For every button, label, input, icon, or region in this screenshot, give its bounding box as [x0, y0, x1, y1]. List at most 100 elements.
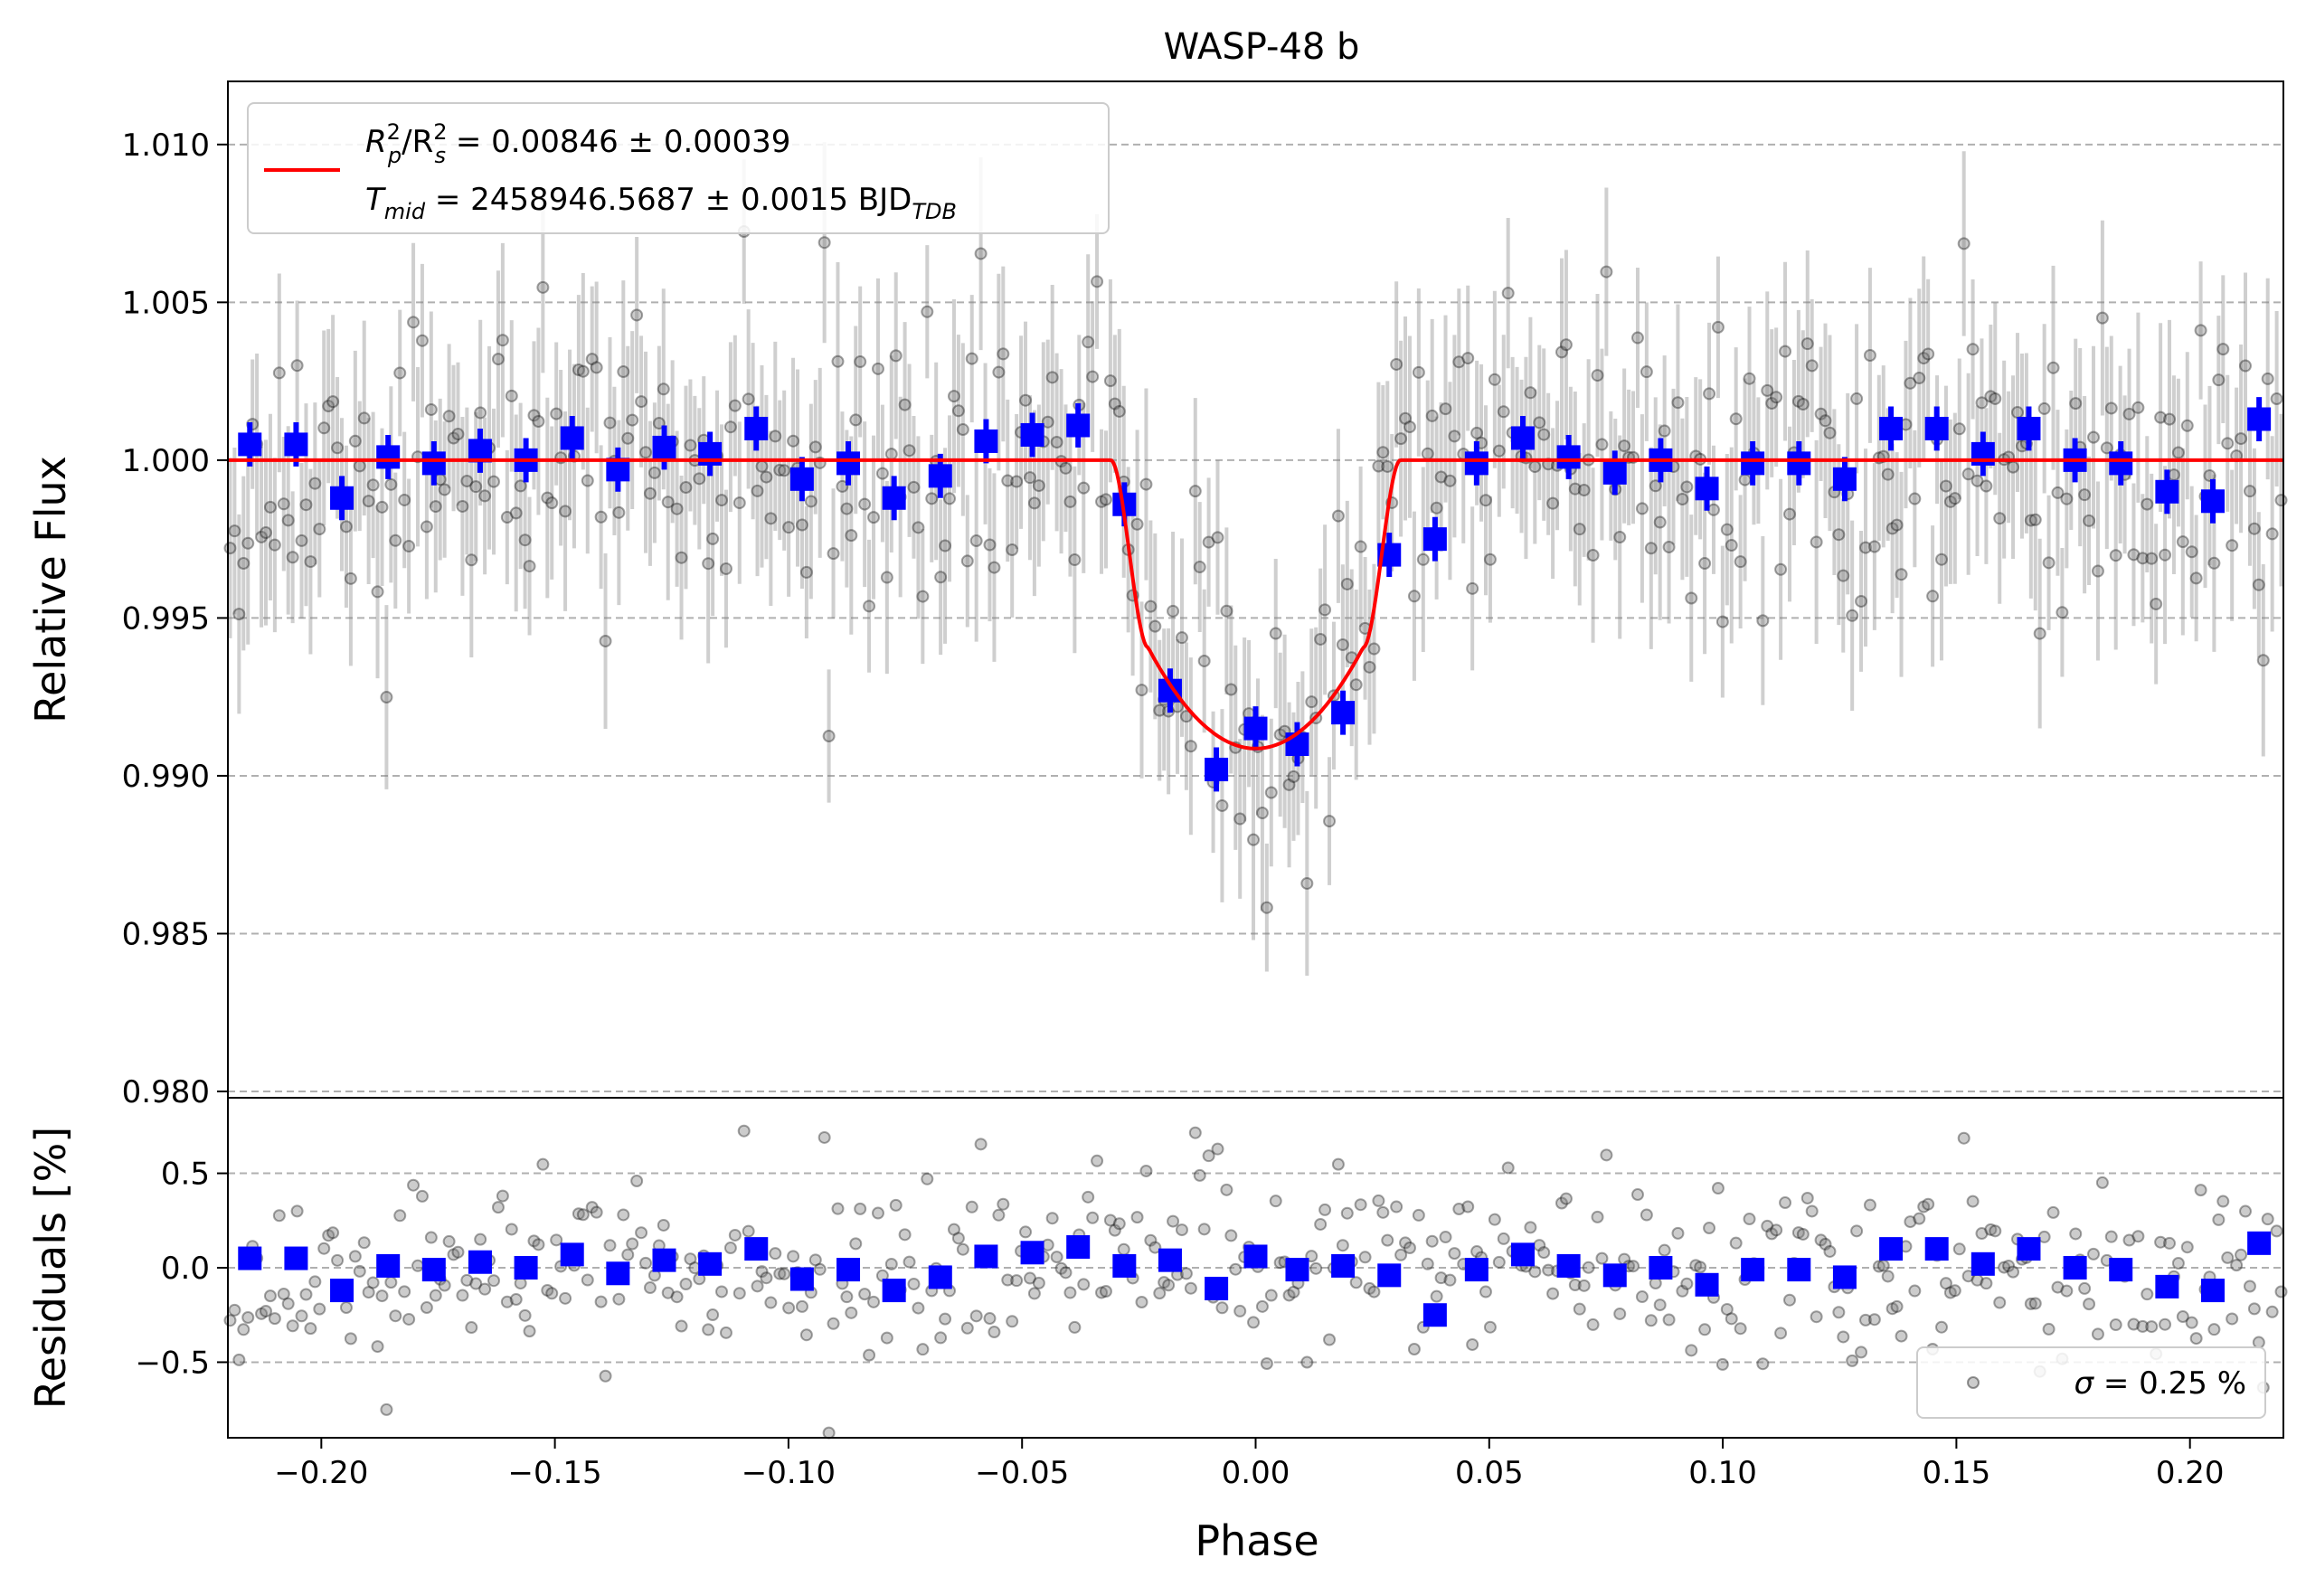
raw-point — [420, 520, 433, 534]
raw-point — [1595, 438, 1609, 451]
residual-raw-point — [1082, 1190, 1095, 1204]
raw-point — [1881, 467, 1895, 481]
x-tick-label: −0.20 — [274, 1455, 368, 1491]
residual-raw-point — [1524, 1221, 1537, 1234]
residual-raw-point — [2176, 1310, 2189, 1324]
raw-point — [1867, 540, 1881, 553]
residual-raw-point — [465, 1321, 478, 1335]
residual-raw-point — [939, 1312, 952, 1326]
x-tick-label: −0.15 — [508, 1455, 602, 1491]
residual-raw-point — [402, 1312, 416, 1326]
raw-point — [1703, 387, 1716, 401]
residual-raw-point — [1630, 1188, 1644, 1202]
raw-point — [2127, 548, 2141, 562]
residual-raw-point — [1452, 1203, 1466, 1216]
residual-raw-point — [1479, 1285, 1492, 1299]
raw-point — [1077, 481, 1091, 495]
top-y-tick-label: 0.985 — [122, 916, 210, 952]
residual-binned-point — [1158, 1248, 1182, 1272]
residual-raw-point — [626, 1237, 639, 1251]
binned-point — [376, 445, 401, 469]
raw-point — [2037, 401, 2051, 415]
raw-point — [255, 530, 269, 543]
residual-raw-point — [2042, 1322, 2056, 1336]
raw-point — [621, 431, 635, 445]
raw-point — [1600, 265, 1613, 279]
residual-binned-point — [1285, 1258, 1309, 1282]
residual-raw-point — [670, 1290, 684, 1304]
residual-raw-point — [2270, 1224, 2283, 1238]
raw-point — [867, 511, 881, 524]
raw-point — [576, 364, 590, 378]
raw-point — [875, 467, 889, 480]
raw-point — [1314, 632, 1328, 646]
raw-point — [1528, 460, 1542, 474]
residual-raw-point — [1819, 1237, 1832, 1251]
raw-point — [317, 421, 331, 435]
residual-raw-point — [808, 1253, 822, 1267]
residual-raw-point — [903, 1255, 916, 1269]
raw-point — [1729, 412, 1743, 426]
raw-point — [2238, 359, 2252, 373]
raw-point — [1103, 374, 1117, 388]
raw-point — [389, 534, 402, 547]
raw-point — [1832, 528, 1846, 542]
raw-point — [764, 512, 778, 525]
residual-raw-point — [1715, 1357, 1729, 1371]
residual-raw-point — [1943, 1286, 1957, 1299]
raw-point — [863, 600, 876, 613]
raw-point — [581, 474, 594, 487]
raw-point — [817, 236, 831, 250]
raw-point — [380, 691, 393, 704]
raw-point — [960, 554, 974, 568]
raw-point — [228, 524, 241, 538]
raw-point — [1756, 614, 1770, 628]
residual-raw-point — [1756, 1357, 1770, 1371]
raw-point — [393, 366, 407, 380]
raw-point — [1524, 386, 1537, 400]
raw-point — [1738, 473, 1752, 486]
binned-point — [789, 467, 814, 491]
residual-raw-point — [1492, 1255, 1506, 1269]
raw-point — [2194, 324, 2207, 337]
raw-point — [1197, 654, 1211, 667]
residual-raw-point — [1215, 1301, 1229, 1315]
residual-raw-point — [304, 1322, 317, 1336]
raw-point — [1863, 348, 1876, 362]
raw-point — [585, 353, 599, 366]
residual-raw-point — [1443, 1273, 1457, 1287]
residual-binned-point — [928, 1265, 952, 1289]
residual-binned-point — [744, 1237, 769, 1261]
residual-raw-point — [509, 1293, 523, 1307]
raw-point — [1323, 815, 1337, 828]
residual-raw-point — [599, 1369, 612, 1383]
residual-raw-point — [2247, 1302, 2261, 1316]
x-tick-label: 0.10 — [1688, 1455, 1757, 1491]
top-y-tick-label: 0.980 — [122, 1074, 210, 1110]
residual-raw-point — [1765, 1227, 1779, 1241]
residual-raw-point — [2171, 1257, 2185, 1270]
raw-point — [647, 466, 661, 479]
raw-point — [407, 316, 421, 329]
residual-raw-point — [969, 1309, 983, 1323]
residual-binned-point — [1112, 1253, 1137, 1278]
residual-binned-point — [1331, 1253, 1356, 1278]
raw-point — [728, 399, 742, 412]
raw-point — [2100, 441, 2113, 455]
residual-binned-point — [606, 1261, 630, 1286]
residual-raw-point — [2180, 1241, 2194, 1254]
raw-point — [1416, 552, 1430, 566]
raw-point — [1497, 405, 1510, 419]
raw-point — [635, 395, 648, 409]
residual-binned-point — [514, 1256, 538, 1280]
raw-point — [1394, 432, 1408, 446]
residual-raw-point — [1054, 1261, 1068, 1275]
residual-raw-point — [778, 1267, 791, 1280]
raw-point — [2171, 446, 2185, 459]
residual-raw-point — [1188, 1126, 1202, 1139]
residual-raw-point — [1725, 1312, 1738, 1326]
residual-raw-point — [1470, 1245, 1484, 1259]
residual-raw-point — [415, 1189, 429, 1203]
residual-raw-point — [1323, 1333, 1337, 1346]
raw-point — [1913, 372, 1926, 385]
